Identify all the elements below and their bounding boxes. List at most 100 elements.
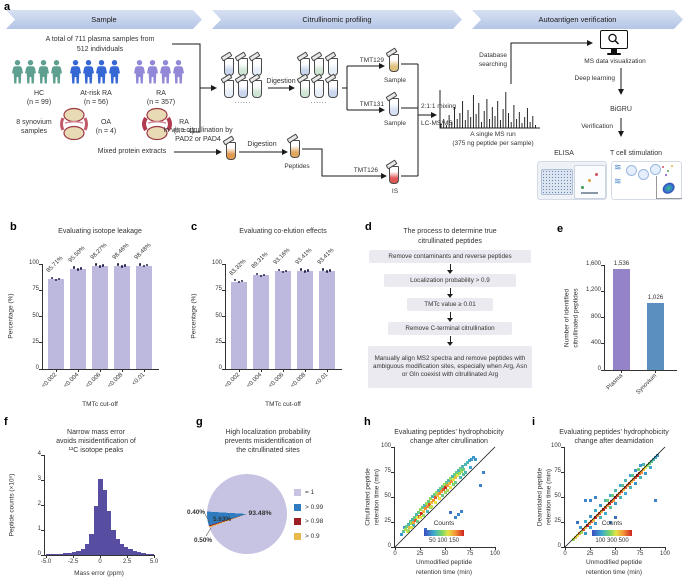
tcell-icon <box>650 164 661 175</box>
cohort-ra-n: (n = 357) <box>146 99 176 106</box>
digested-tube-icon <box>300 80 310 98</box>
x-tick-mark <box>282 369 284 372</box>
y-tick-mark <box>222 342 226 344</box>
y-tick-label: 0 <box>597 366 601 372</box>
x-tick-mark <box>55 369 57 372</box>
scatter-point <box>603 498 607 502</box>
legend-label-1: = 1 <box>305 489 315 496</box>
ms-run-line2: (375 ng peptide per sample) <box>452 140 534 147</box>
hist-bar <box>145 553 151 555</box>
y-tick-mark <box>391 496 395 498</box>
scatter-point <box>448 510 452 514</box>
synovium-ra-label: RA <box>179 119 189 126</box>
panel-letter-c: c <box>191 221 198 233</box>
is-tube-icon <box>389 166 399 184</box>
bar-value-label: 95.50% <box>67 245 87 264</box>
banner-sample-label: Sample <box>91 15 117 24</box>
scatter-point <box>463 462 467 466</box>
synovium-oa-label: OA <box>100 119 112 126</box>
scatter-point <box>433 495 437 499</box>
data-point <box>307 269 310 272</box>
y-tick-mark <box>41 479 45 481</box>
is-label: IS <box>391 188 399 195</box>
y-tick-label: 0 <box>218 365 222 371</box>
peptides-tube-icon <box>290 140 300 158</box>
y-tick-label: 25 <box>215 338 222 345</box>
scatter-point <box>402 525 406 529</box>
x-tick-label: Plasma <box>605 373 624 392</box>
data-point <box>102 264 105 267</box>
scatter-point <box>429 504 433 508</box>
panel-h-colorbar-label: Counts <box>433 520 455 527</box>
scatter-point <box>450 474 454 478</box>
data-point <box>143 265 146 268</box>
x-tick-mark <box>444 547 446 550</box>
digestion-label-2: Digestion <box>247 141 277 148</box>
panel-c-xlabel: TMTc cut-off <box>265 401 301 408</box>
peptide-wave-icon: ≋ <box>614 176 622 186</box>
legend-label-3: > 0.98 <box>305 518 324 525</box>
scatter-point <box>421 509 425 513</box>
scatter-point <box>478 483 482 487</box>
joint-ra-icon <box>142 107 172 141</box>
scatter-point <box>409 521 413 525</box>
scatter-point <box>451 482 455 486</box>
process-step-2: Localization probability > 0.9 <box>384 274 516 287</box>
panel-letter-d: d <box>365 221 372 233</box>
panel-i-title-2: change after deamidation <box>574 438 654 445</box>
y-tick-mark <box>391 446 395 448</box>
hc-people-icon <box>12 60 62 84</box>
hist-bar <box>136 552 142 555</box>
scatter-point <box>473 457 477 461</box>
process-step-3: TMTc value ≥ 0.01 <box>407 298 493 311</box>
bar <box>136 265 152 369</box>
digested-tube-icon <box>314 80 324 98</box>
data-point <box>282 270 285 274</box>
x-tick-mark <box>664 547 666 550</box>
y-tick-label: 800 <box>590 313 601 320</box>
panel-i-title-1: Evaluating peptides’ hydrophobicity <box>559 429 669 436</box>
scatter-point <box>432 492 436 496</box>
bar <box>231 281 247 369</box>
panel-h-title-1: Evaluating peptides’ hydrophobicity <box>394 429 504 436</box>
x-tick-label: 75 <box>466 551 474 557</box>
y-tick-label: 4 <box>37 451 41 457</box>
panel-letter-g: g <box>196 416 203 428</box>
scatter-point <box>636 467 640 471</box>
hist-bar <box>93 506 99 555</box>
hist-bar <box>76 550 81 555</box>
x-tick-mark <box>72 555 74 558</box>
data-point <box>326 270 329 273</box>
x-tick-label: -2.5 <box>67 559 79 565</box>
hist-bar <box>80 548 86 555</box>
x-tick-mark <box>143 369 145 372</box>
panel-f-title-3: ¹³C isotope peaks <box>68 447 124 454</box>
scatter-point <box>438 486 442 490</box>
y-tick-mark <box>222 368 226 370</box>
panel-i-xlabel-2: retention time (min) <box>586 569 642 576</box>
panel-a-connectors <box>172 40 624 179</box>
panel-b-plot: 0 25 50 75 100 85.71% <0.002 95.50% <0.004 98.27%… <box>29 242 159 389</box>
scatter-point <box>653 498 657 502</box>
scatter-point <box>440 484 444 488</box>
tcell-label: T cell stimulation <box>609 150 663 157</box>
data-point <box>58 277 61 280</box>
sample-tube-icon <box>224 80 234 98</box>
scatter-point <box>593 495 597 499</box>
digestion-label-1: Digestion <box>266 78 296 85</box>
hist-bar <box>102 489 107 555</box>
x-tick-label: 25 <box>586 551 594 557</box>
scatter-point <box>593 521 597 525</box>
scatter-point <box>451 477 455 481</box>
plasma-total-line1: A total of 711 plasma samples from <box>45 36 155 43</box>
tmt131-label: TMT131 <box>359 101 384 108</box>
scatter-point <box>446 478 450 482</box>
scatter-point <box>422 503 426 507</box>
microplate-icon <box>541 169 573 195</box>
citrullination-tube-icon <box>226 142 236 160</box>
panel-h-plot: 0 25 50 75 100 0 25 50 75 100 <box>381 443 500 557</box>
data-point <box>73 266 76 269</box>
x-tick-label: Synovium <box>634 373 658 396</box>
tmt131-sample-tube-icon <box>389 98 399 116</box>
panel-letter-e: e <box>557 223 564 235</box>
